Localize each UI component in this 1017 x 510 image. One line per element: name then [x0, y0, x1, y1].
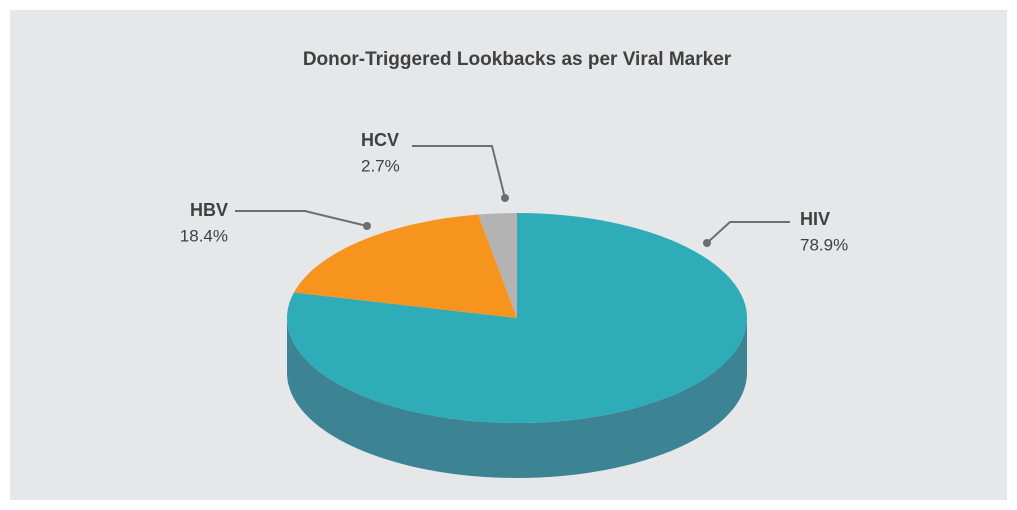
slice	[286, 213, 747, 423]
leader-line	[412, 145, 506, 199]
slice-name: HBV	[190, 200, 228, 220]
slice	[478, 213, 517, 318]
leader-line	[235, 210, 368, 227]
leader-line	[706, 221, 790, 244]
slice-value: 2.7%	[361, 156, 400, 175]
chart-title: Donor-Triggered Lookbacks as per Viral M…	[303, 49, 732, 70]
slice-value: 78.9%	[800, 235, 848, 254]
slice-side	[287, 318, 747, 478]
slice-name: HIV	[800, 209, 830, 229]
slice-value: 18.4%	[180, 226, 228, 245]
leader-dot	[703, 239, 711, 247]
leader-dot	[501, 194, 509, 202]
slice-name: HCV	[361, 130, 399, 150]
leader-dot	[363, 222, 371, 230]
slice	[293, 214, 517, 318]
